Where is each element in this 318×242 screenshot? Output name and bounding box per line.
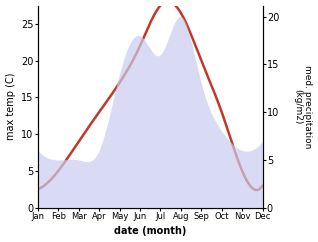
Y-axis label: max temp (C): max temp (C) xyxy=(5,73,16,140)
Y-axis label: med. precipitation
(kg/m2): med. precipitation (kg/m2) xyxy=(293,65,313,148)
X-axis label: date (month): date (month) xyxy=(114,227,186,236)
